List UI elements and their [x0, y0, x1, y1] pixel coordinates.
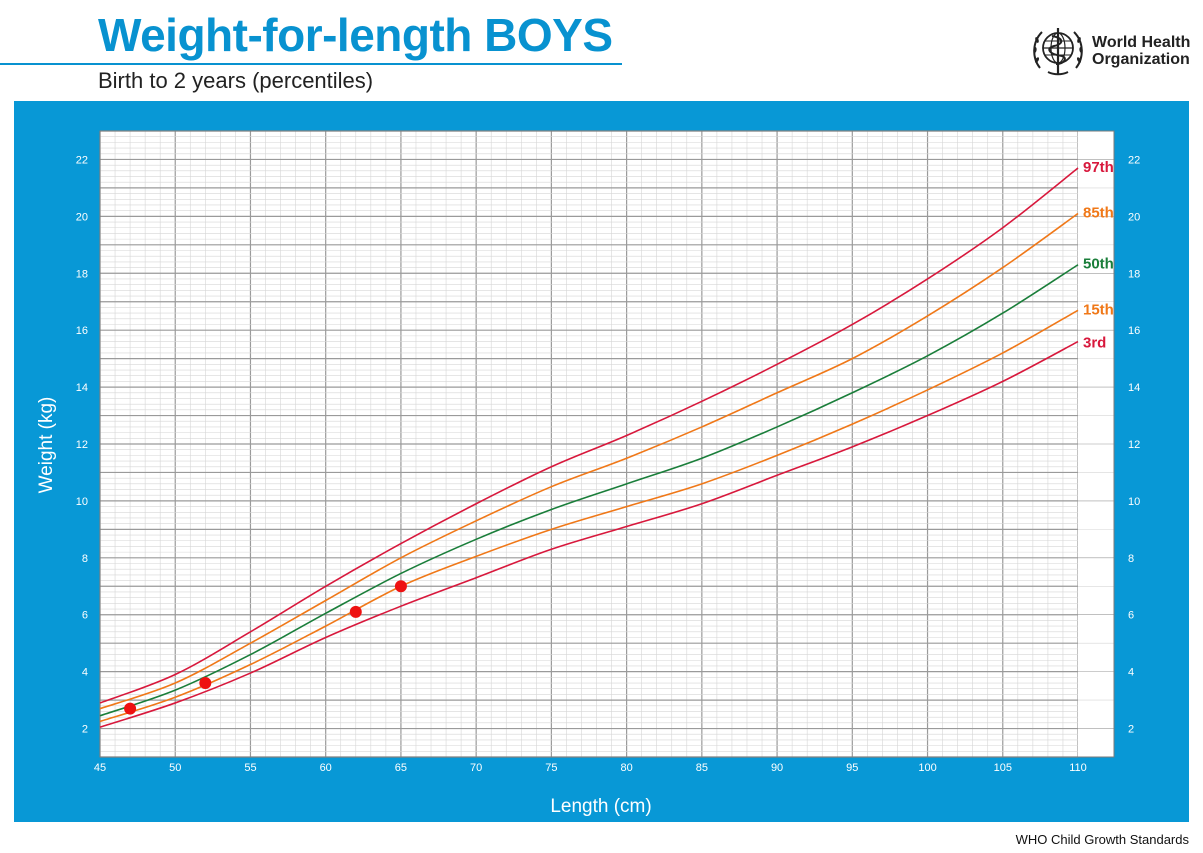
- x-tick-label: 105: [994, 762, 1012, 774]
- y-tick-label-left: 18: [76, 268, 88, 280]
- series-label-97th: 97th: [1083, 159, 1114, 176]
- who-emblem-icon: [1033, 28, 1083, 76]
- organization-name-line1: World Health: [1092, 34, 1191, 51]
- measurement-point: [394, 580, 407, 593]
- y-tick-label-left: 20: [76, 211, 88, 223]
- x-tick-label: 100: [918, 762, 936, 774]
- footer-text: WHO Child Growth Standards: [1015, 832, 1189, 847]
- y-tick-label-right: 20: [1128, 211, 1140, 223]
- series-label-3rd: 3rd: [1083, 335, 1106, 352]
- y-axis-title: Weight (kg): [36, 397, 57, 494]
- page-title: Weight-for-length BOYS: [98, 9, 613, 61]
- y-tick-label-right: 6: [1128, 610, 1134, 622]
- x-axis-title: Length (cm): [550, 796, 651, 817]
- percentile-curves: 97th 85th 50th 15th 3rd: [99, 159, 1114, 728]
- measurement-point: [349, 605, 362, 618]
- y-tick-label-right: 18: [1128, 268, 1140, 280]
- y-tick-label-left: 16: [76, 325, 88, 337]
- y-tick-label-right: 8: [1128, 553, 1134, 565]
- x-tick-label: 85: [696, 762, 708, 774]
- x-tick-label: 90: [771, 762, 783, 774]
- measurement-point: [199, 677, 212, 690]
- x-tick-label: 95: [846, 762, 858, 774]
- y-tick-label-right: 14: [1128, 382, 1140, 394]
- y-tick-label-left: 8: [82, 553, 88, 565]
- curve-97th: [99, 167, 1079, 704]
- y-tick-label-right: 22: [1128, 154, 1140, 166]
- page-subtitle: Birth to 2 years (percentiles): [98, 68, 374, 93]
- x-tick-label: 45: [94, 762, 106, 774]
- x-tick-label: 55: [244, 762, 256, 774]
- curve-85th: [99, 212, 1079, 710]
- x-tick-label: 65: [395, 762, 407, 774]
- organization-name-line2: Organization: [1092, 51, 1190, 68]
- series-label-50th: 50th: [1083, 256, 1114, 273]
- x-tick-label: 110: [1069, 762, 1087, 774]
- chart-grid: [99, 130, 1115, 758]
- y-tick-label-left: 4: [82, 667, 88, 679]
- x-tick-label: 75: [545, 762, 557, 774]
- y-tick-label-left: 2: [82, 724, 88, 736]
- plot-border: [99, 130, 1115, 758]
- organization-name: World Health Organization: [1092, 34, 1190, 68]
- title-underline: [0, 63, 622, 65]
- y-tick-label-left: 14: [76, 382, 88, 394]
- curve-3rd: [99, 340, 1079, 728]
- y-tick-label-left: 12: [76, 439, 88, 451]
- x-tick-label: 60: [320, 762, 332, 774]
- series-label-85th: 85th: [1083, 205, 1114, 222]
- y-tick-label-right: 16: [1128, 325, 1140, 337]
- x-tick-label: 80: [620, 762, 632, 774]
- series-label-15th: 15th: [1083, 301, 1114, 318]
- y-tick-label-right: 2: [1128, 724, 1134, 736]
- y-tick-label-right: 12: [1128, 439, 1140, 451]
- y-tick-label-right: 4: [1128, 667, 1134, 679]
- y-tick-label-left: 10: [76, 496, 88, 508]
- curve-15th: [99, 309, 1079, 723]
- measurement-point: [124, 702, 137, 715]
- x-tick-label: 50: [169, 762, 181, 774]
- curve-50th: [99, 264, 1079, 717]
- y-tick-label-right: 10: [1128, 496, 1140, 508]
- y-tick-label-left: 22: [76, 154, 88, 166]
- y-tick-label-left: 6: [82, 610, 88, 622]
- x-tick-label: 70: [470, 762, 482, 774]
- measurement-points: [124, 580, 407, 715]
